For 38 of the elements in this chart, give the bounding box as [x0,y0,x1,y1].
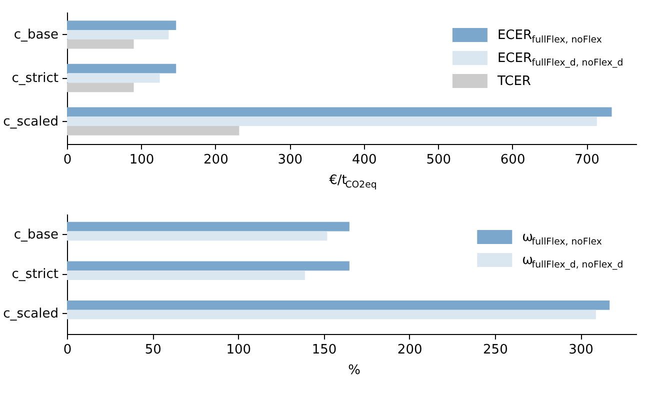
x-tick-label: 300 [568,342,594,358]
x-tick-label: 500 [426,152,452,168]
bar [67,261,350,271]
y-tick-label: c_strict [12,71,58,86]
x-tick-label: 700 [574,152,600,168]
bar [67,64,176,74]
x-tick-label: 50 [144,342,162,358]
y-tick-label: c_base [14,28,58,43]
x-tick-label: 300 [278,152,303,168]
bar [67,107,612,117]
x-tick-label: 0 [63,152,72,168]
x-tick-label: 200 [397,342,422,358]
x-tick-label: 250 [483,342,508,358]
x-tick-label: 400 [352,152,377,168]
bar [67,300,610,310]
bar [67,39,134,49]
bar [67,270,305,280]
y-tick-label: c_scaled [3,114,58,130]
bar [67,82,134,92]
x-tick-label: 100 [129,152,154,168]
bar [67,73,160,83]
x-tick-label: 100 [226,342,252,358]
y-tick-label: c_scaled [3,306,58,322]
y-tick-label: c_base [14,228,58,243]
bar [67,20,176,30]
bar [67,126,240,136]
y-tick-label: c_strict [12,267,58,282]
bar [67,116,597,126]
legend-label: TCER [496,74,531,89]
x-tick-label: 150 [312,342,337,358]
bar [67,231,328,241]
x-tick-label: 600 [500,152,526,168]
x-tick-label: 0 [63,342,72,358]
x-tick-label: 200 [204,152,228,168]
x-axis-title: % [348,363,360,378]
bar [67,222,350,232]
bar [67,310,596,320]
bar [67,30,169,40]
